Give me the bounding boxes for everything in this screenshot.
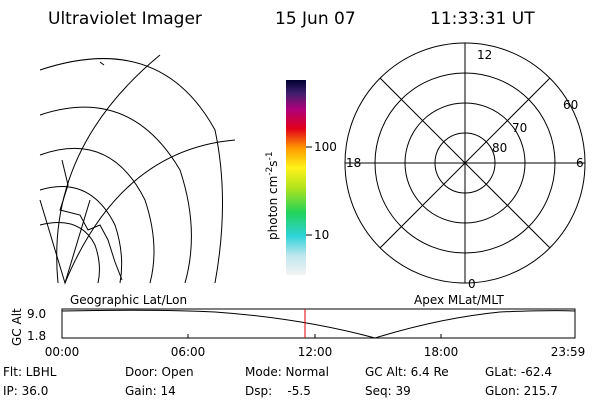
mlt-label: 0 [468, 277, 476, 291]
status-field: Flt: LBHL [3, 365, 57, 379]
status-field: GLon: 215.7 [485, 384, 558, 398]
status-field: Mode: Normal [245, 365, 329, 379]
timeline-y-label: GC Alt [10, 308, 24, 346]
status-field: Dsp: -5.5 [245, 384, 311, 398]
unit-part: -2 [265, 167, 275, 176]
colorbar-label: 10 [314, 228, 329, 242]
y-tick-label: 9.0 [27, 307, 46, 321]
timeline-frame [61, 308, 576, 339]
x-tick-label: 00:00 [45, 345, 80, 359]
date: 15 Jun 07 [275, 9, 356, 29]
status-field: IP: 36.0 [3, 384, 48, 398]
colorbar [286, 80, 306, 275]
status-panel: Flt: LBHL Door: Open Mode: Normal GC Alt: 6… [3, 365, 558, 398]
status-field: Door: Open [125, 365, 194, 379]
mlt-label: 6 [576, 156, 584, 170]
unit-part: photon cm [266, 176, 280, 240]
x-tick-label: 23:59 [551, 345, 586, 359]
x-tick-label: 06:00 [171, 345, 206, 359]
altitude-curve [61, 309, 576, 339]
mlat-label: 70 [512, 121, 527, 135]
geo-map [39, 54, 236, 285]
mlt-label: 12 [477, 48, 492, 62]
colorbar-unit: photon cm-2s-1 [265, 151, 280, 240]
unit-part: s [266, 160, 280, 166]
status-field: Seq: 39 [365, 384, 411, 398]
title: Ultraviolet Imager [48, 9, 202, 29]
colorbar-label: 100 [314, 140, 337, 154]
y-tick-label: 1.8 [27, 329, 46, 343]
mlt-label: 18 [346, 156, 361, 170]
polar-grid [344, 42, 586, 284]
time: 11:33:31 UT [430, 9, 535, 29]
mlat-label: 60 [563, 98, 578, 112]
mlat-label: 80 [492, 141, 507, 155]
unit-part: -1 [265, 151, 275, 160]
status-field: GLat: -62.4 [485, 365, 552, 379]
x-tick-label: 18:00 [424, 345, 459, 359]
timeline-left-label: Geographic Lat/Lon [70, 293, 187, 307]
status-field: Gain: 14 [125, 384, 176, 398]
x-ticks [187, 334, 442, 338]
timeline-right-label: Apex MLat/MLT [414, 293, 504, 307]
x-tick-label: 12:00 [298, 345, 333, 359]
status-field: GC Alt: 6.4 Re [365, 365, 449, 379]
